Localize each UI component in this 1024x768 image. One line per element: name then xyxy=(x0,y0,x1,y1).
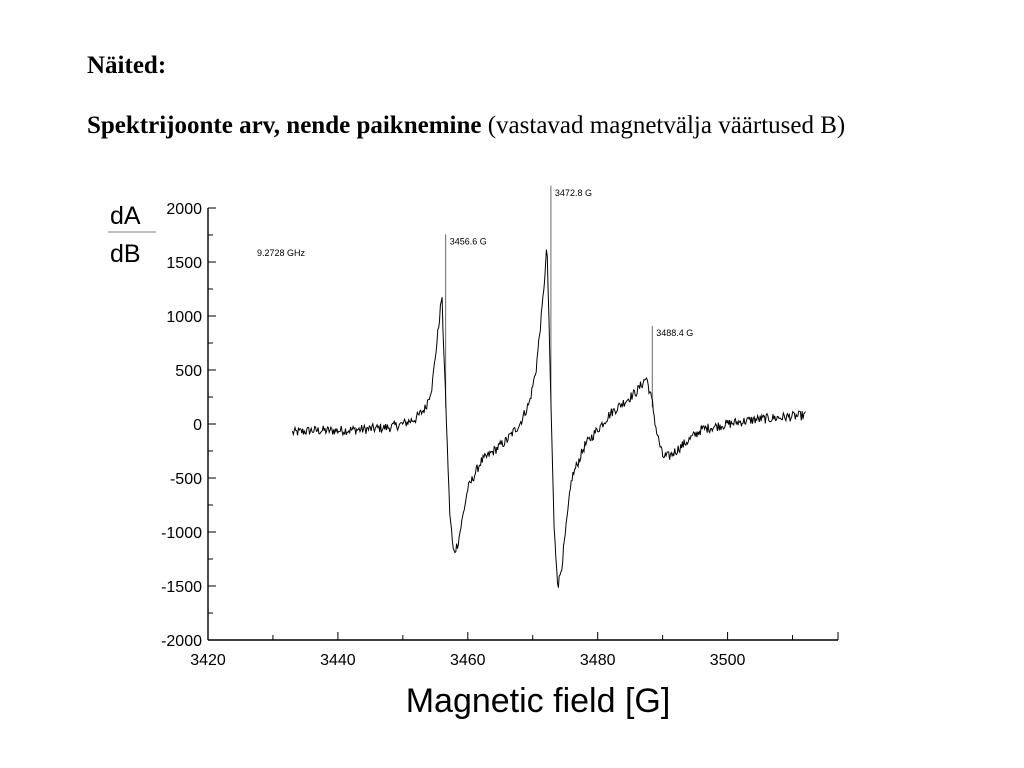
x-axis-label: Magnetic field [G] xyxy=(406,682,671,720)
axes xyxy=(207,208,838,641)
x-tick-label: 3480 xyxy=(580,652,616,669)
x-ticks: 3420 3440 3460 3480 3500 xyxy=(190,632,839,669)
y-axis-label-denominator: dB xyxy=(110,240,141,268)
x-tick-label: 3440 xyxy=(320,652,356,669)
peak-label: 3488.4 G xyxy=(656,328,693,338)
peak-annotations: 3456.6 G 3472.8 G 3488.4 G xyxy=(445,185,693,408)
y-tick-label: 500 xyxy=(175,363,202,380)
y-tick-label: -1500 xyxy=(161,579,202,596)
x-tick-label: 3460 xyxy=(450,652,486,669)
y-axis-label-numerator: dA xyxy=(110,202,141,230)
y-axis-label: dA dB xyxy=(108,202,156,268)
x-tick-label: 3500 xyxy=(710,652,746,669)
subheading-bold: Spektrijoonte arv, nende paiknemine xyxy=(87,112,482,139)
y-ticks: 2000 1500 1000 500 0 -500 -1000 -1500 -2000 xyxy=(161,201,216,650)
subheading-rest: (vastavad magnetvälja väärtused B) xyxy=(481,112,846,139)
y-tick-label: 0 xyxy=(193,417,202,434)
y-tick-label: 1500 xyxy=(166,255,202,272)
y-tick-label: -1000 xyxy=(161,525,202,542)
frequency-label: 9.2728 GHz xyxy=(257,248,306,258)
y-tick-label: -2000 xyxy=(161,633,202,650)
y-tick-label: -500 xyxy=(170,471,202,488)
spectrum-line xyxy=(291,249,806,588)
y-tick-label: 1000 xyxy=(166,309,202,326)
slide-subheading: Spektrijoonte arv, nende paiknemine (vas… xyxy=(87,112,845,140)
slide-heading: Näited: xyxy=(87,52,167,79)
peak-label: 3456.6 G xyxy=(450,236,487,246)
y-tick-label: 2000 xyxy=(166,201,202,218)
x-tick-label: 3420 xyxy=(190,652,226,669)
peak-label: 3472.8 G xyxy=(555,188,592,198)
